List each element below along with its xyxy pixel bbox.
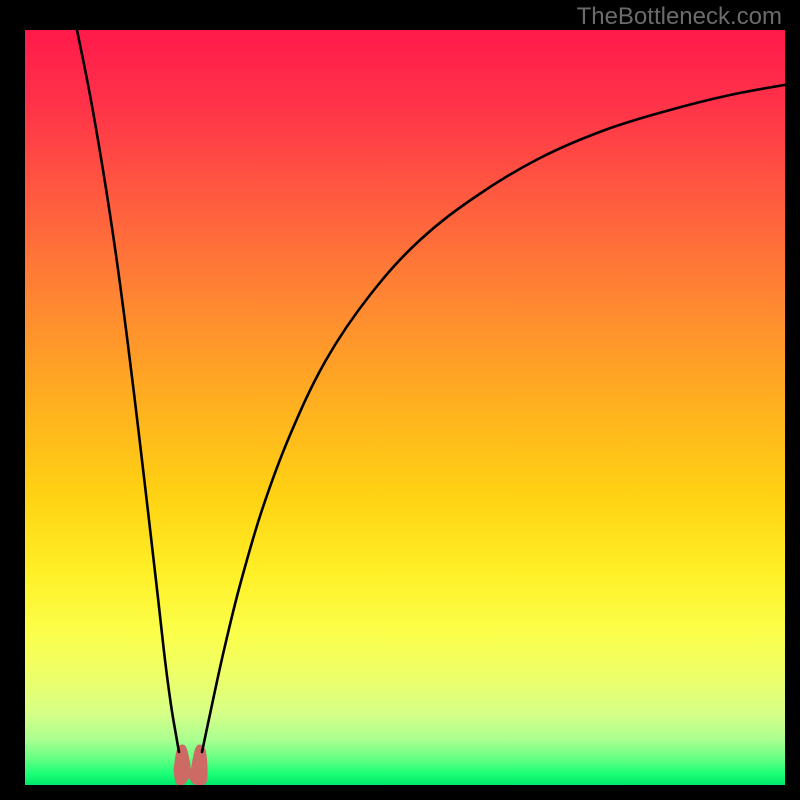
bottleneck-curve-left [77, 30, 179, 752]
chart-frame: TheBottleneck.com [0, 0, 800, 800]
bottleneck-curve-right [202, 85, 784, 752]
chart-svg [0, 0, 800, 800]
